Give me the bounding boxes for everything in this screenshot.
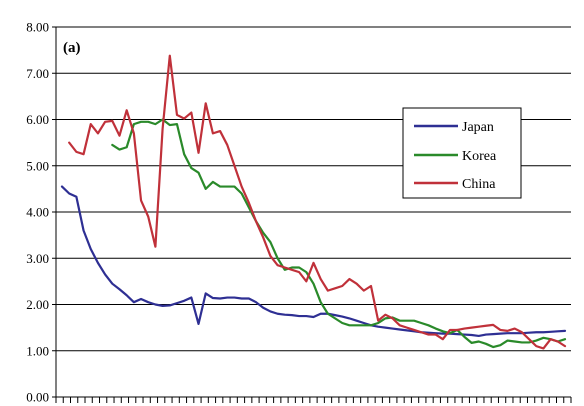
y-tick-label: 1.00 [26,343,49,358]
legend-label-japan: Japan [462,120,494,135]
y-tick-label: 5.00 [26,158,49,173]
y-tick-label: 7.00 [26,66,49,81]
panel-label: (a) [63,40,81,56]
legend: Japan Korea China [402,107,522,199]
y-tick-label: 0.00 [26,390,49,405]
legend-label-korea: Korea [462,149,497,164]
x-axis-ticks [55,397,572,403]
y-tick-label: 2.00 [26,297,49,312]
legend-label-china: China [462,177,496,192]
y-tick-label: 8.00 [26,20,49,35]
gridlines [56,26,571,352]
y-tick-label: 4.00 [26,205,49,220]
series-line-china [68,54,567,350]
y-tick-label: 3.00 [26,251,49,266]
y-axis-tick-labels: 0.00 1.00 2.00 3.00 4.00 5.00 6.00 7.00 8.00 [26,20,56,405]
series-lines [60,54,567,350]
series-line-japan [60,185,567,338]
series-line-korea [111,118,567,349]
y-tick-label: 6.00 [26,112,49,127]
